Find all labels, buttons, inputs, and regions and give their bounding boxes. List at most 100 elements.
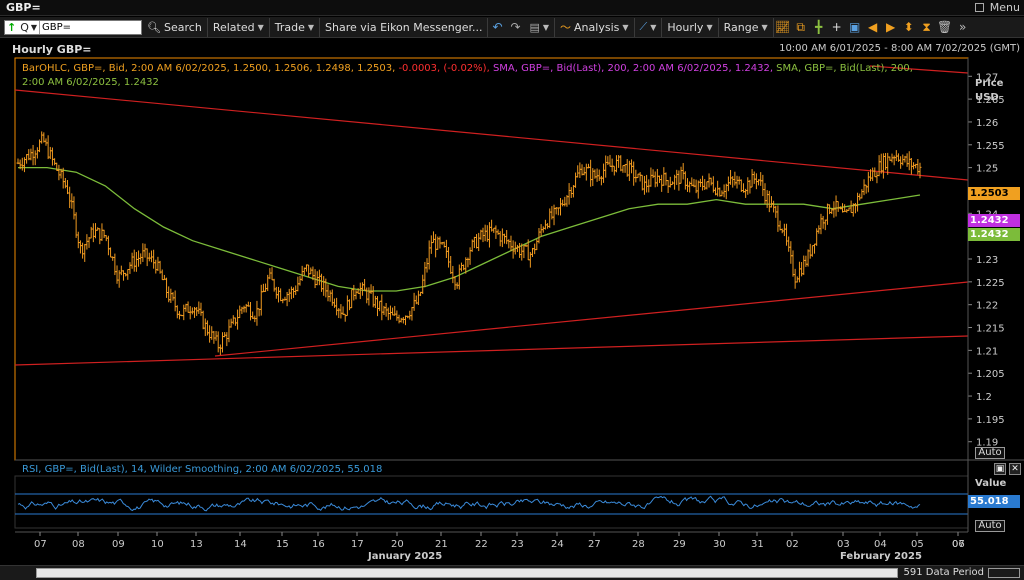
time-tick-label: 27 [588, 539, 601, 550]
chevron-down-icon[interactable]: ▼ [30, 22, 38, 32]
chevron-down-icon: ▼ [307, 22, 315, 32]
trendline-top-right[interactable] [869, 65, 969, 74]
chevron-down-icon: ▼ [257, 22, 264, 32]
time-tick-label: 15 [276, 539, 289, 550]
line-chart-icon[interactable]: 📈︎ [775, 20, 791, 34]
trade-menu[interactable]: Trade ▼ [270, 17, 321, 37]
price-tick-label: 1.195 [976, 415, 1005, 426]
price-tick-label: 1.23 [976, 255, 998, 266]
trade-label: Trade [274, 20, 305, 34]
price-tick-label: 1.22 [976, 301, 998, 312]
time-range-slider[interactable] [36, 568, 898, 578]
time-tick-label: 02 [786, 539, 799, 550]
undo-icon[interactable]: ↶ [492, 20, 503, 34]
price-tick-label: 1.26 [976, 118, 998, 129]
print-menu[interactable]: ▤ ▼ [524, 17, 556, 37]
trendline-support-lower[interactable] [14, 335, 969, 366]
chevron-down-icon: ▼ [622, 22, 629, 32]
search-button[interactable]: 🔍︎ Search [142, 17, 208, 37]
trendline-support-rising[interactable] [214, 281, 969, 357]
time-tick-label: 30 [713, 539, 726, 550]
ohlc-bars[interactable] [16, 131, 922, 355]
rsi-maximize-icon[interactable]: ▣ [994, 463, 1006, 475]
sma-legend-green: SMA, GBP=, Bid(Last), 200, [773, 63, 913, 74]
crosshair-icon[interactable]: ╋ [815, 20, 823, 34]
price-tick-label: 1.25 [976, 164, 998, 175]
drawing-tools-menu[interactable]: ⟋ ▼ [635, 17, 663, 37]
data-period-button[interactable] [988, 568, 1020, 578]
scroll-right-icon[interactable]: ▶ [886, 20, 896, 34]
sma-legend-magenta: SMA, GBP=, Bid(Last), 200, 2:00 AM 6/02/… [489, 63, 773, 74]
rsi-close-icon[interactable]: ✕ [1009, 463, 1021, 475]
rsi-value-badge: 55.018 [968, 495, 1020, 508]
collapse-icon[interactable]: ⧗ [922, 19, 931, 34]
ohlc-legend-change: -0.0003, (-0.02%), [398, 63, 490, 74]
time-tick-label: 14 [234, 539, 247, 550]
time-tick-label: 22 [475, 539, 488, 550]
time-tick-label: 06 [952, 539, 965, 550]
add-study-icon[interactable]: + [831, 20, 842, 34]
menu-button[interactable]: Menu [989, 1, 1020, 14]
sma-badge-green: 1.2432 [968, 228, 1020, 241]
chevron-down-icon: ▼ [542, 22, 550, 32]
chevron-down-icon: ▼ [706, 22, 713, 32]
time-tick-label: 28 [632, 539, 645, 550]
compare-chart-icon[interactable]: ⧉ [796, 19, 805, 34]
scroll-left-icon[interactable]: ◀ [868, 20, 878, 34]
price-tick-label: 1.265 [976, 95, 1005, 106]
rsi-line[interactable] [17, 495, 921, 512]
last-price-badge: 1.2503 [968, 187, 1020, 200]
up-arrow-icon[interactable]: ↑ [7, 20, 17, 34]
interval-selector[interactable]: Hourly ▼ [662, 17, 719, 37]
trendline-upper[interactable] [14, 89, 969, 181]
time-tick-label: 10 [151, 539, 164, 550]
rsi-axis-title: Value [975, 478, 1007, 489]
time-tick-label: 07 [952, 539, 965, 550]
time-tick-label: 17 [351, 539, 364, 550]
window-titlebar: GBP= Menu [0, 0, 1024, 16]
rsi-auto-scale-button[interactable]: Auto [975, 520, 1005, 532]
redo-icon[interactable]: ↷ [510, 20, 521, 34]
time-tick-label: 04 [874, 539, 887, 550]
restore-icon[interactable] [974, 3, 984, 12]
analysis-menu[interactable]: 〜 Analysis ▼ [555, 17, 635, 37]
price-axis[interactable]: 1.271.2651.261.2551.251.2451.241.2351.23… [968, 72, 1005, 449]
chevron-down-icon: ▼ [761, 22, 768, 32]
zoom-in-out-icon[interactable]: ⬍ [903, 20, 914, 34]
more-icon[interactable]: » [958, 20, 967, 34]
chart-title: Hourly GBP= [12, 43, 92, 56]
share-button[interactable]: Share via Eikon Messenger... [320, 17, 489, 37]
time-tick-label: 16 [312, 539, 325, 550]
ric-input-group: ↑ Q ▼ [4, 19, 143, 35]
search-icon: 🔍︎ [147, 20, 162, 34]
price-pane-frame [14, 57, 969, 461]
price-axis-unit: USD [975, 92, 999, 103]
range-selector[interactable]: Range ▼ [719, 17, 774, 37]
window-controls: Menu [974, 1, 1020, 14]
time-tick-label: 29 [673, 539, 686, 550]
price-tick-label: 1.205 [976, 369, 1005, 380]
time-tick-label: 24 [551, 539, 564, 550]
price-tick-label: 1.27 [976, 72, 998, 83]
price-tick-label: 1.215 [976, 324, 1005, 335]
price-tick-label: 1.19 [976, 438, 998, 449]
status-bar: 591 Data Period [0, 565, 1024, 580]
month-label: February 2025 [840, 551, 922, 562]
zoom-fit-icon[interactable]: ▣ [848, 20, 861, 34]
quote-mode-selector[interactable]: Q [20, 20, 29, 34]
date-range-label: 10:00 AM 6/01/2025 - 8:00 AM 7/02/2025 (… [779, 43, 1020, 54]
related-menu[interactable]: Related ▼ [208, 17, 270, 37]
time-tick-label: 21 [435, 539, 448, 550]
delete-icon[interactable]: 🗑︎ [937, 20, 953, 34]
sma-legend-green-value: 2:00 AM 6/02/2025, 1.2432 [22, 77, 159, 88]
time-tick-label: 05 [911, 539, 924, 550]
price-tick-label: 1.21 [976, 346, 998, 357]
price-tick-label: 1.255 [976, 141, 1005, 152]
time-axis[interactable]: 07 08 09 10 13 14 15 16 17 20 21 22 23 24 27 28 29 30 31 02… [34, 532, 965, 562]
rsi-pane-frame [14, 475, 969, 529]
ric-search-input[interactable] [39, 20, 142, 34]
price-auto-scale-button[interactable]: Auto [975, 447, 1005, 459]
time-tick-label: 08 [72, 539, 85, 550]
price-legend: BarOHLC, GBP=, Bid, 2:00 AM 6/02/2025, 1… [22, 62, 967, 90]
